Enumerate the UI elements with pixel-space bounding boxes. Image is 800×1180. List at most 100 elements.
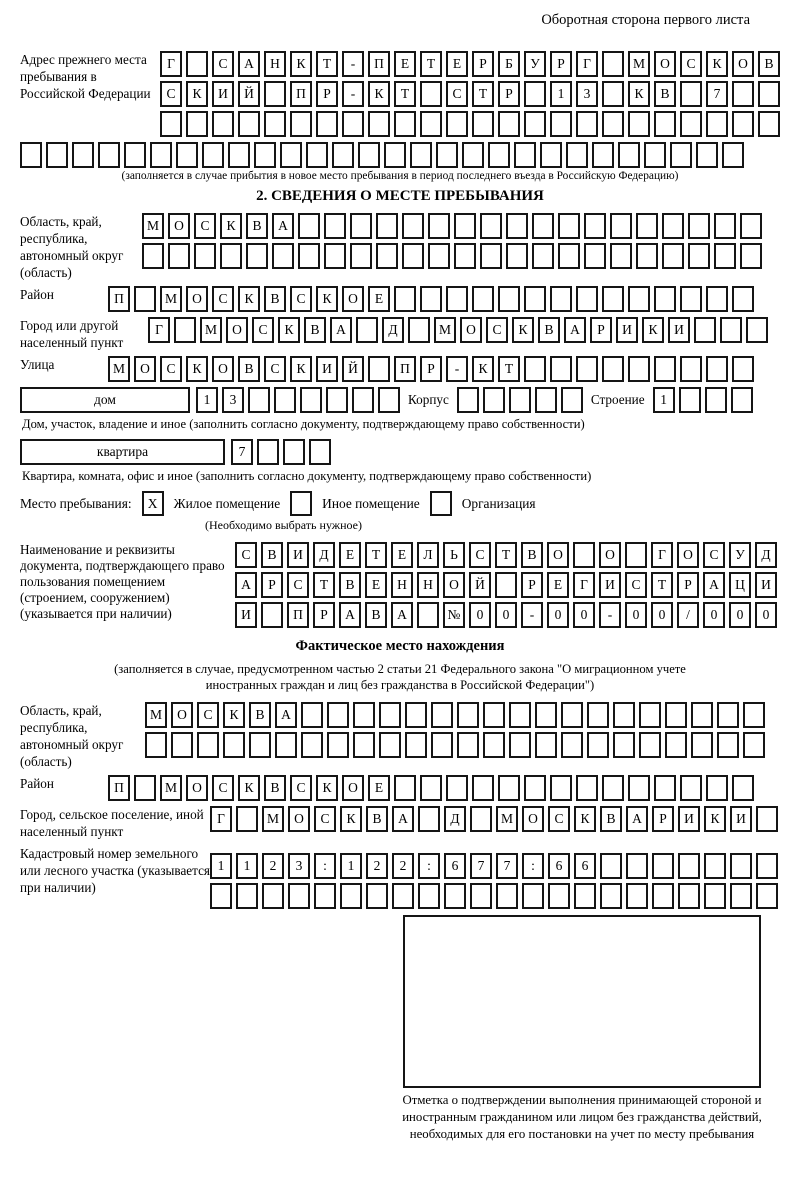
char-box[interactable] bbox=[706, 111, 728, 137]
char-box[interactable] bbox=[262, 882, 284, 909]
char-box[interactable]: М bbox=[160, 286, 182, 312]
char-box[interactable]: В bbox=[264, 286, 286, 312]
char-box[interactable]: К bbox=[238, 286, 260, 312]
char-box[interactable] bbox=[680, 81, 702, 107]
char-box[interactable]: Е bbox=[394, 51, 416, 77]
char-box[interactable]: М bbox=[145, 701, 167, 728]
char-box[interactable] bbox=[496, 882, 518, 909]
char-box[interactable]: О bbox=[522, 805, 544, 832]
char-box[interactable] bbox=[420, 286, 442, 312]
char-box[interactable]: В bbox=[366, 805, 388, 832]
char-box[interactable] bbox=[358, 142, 380, 168]
char-box[interactable] bbox=[327, 731, 349, 758]
char-box[interactable]: С bbox=[446, 81, 468, 107]
char-box[interactable] bbox=[743, 731, 765, 758]
char-box[interactable] bbox=[309, 439, 331, 465]
char-box[interactable]: : bbox=[418, 852, 440, 879]
char-box[interactable]: В bbox=[264, 774, 286, 801]
char-box[interactable] bbox=[665, 701, 687, 728]
char-box[interactable]: Г bbox=[210, 805, 232, 832]
char-box[interactable] bbox=[694, 317, 716, 343]
char-box[interactable] bbox=[688, 243, 710, 269]
char-box[interactable] bbox=[352, 387, 374, 413]
char-box[interactable] bbox=[756, 805, 778, 832]
char-box[interactable]: Р bbox=[677, 572, 699, 598]
char-box[interactable]: А bbox=[238, 51, 260, 77]
char-box[interactable] bbox=[506, 243, 528, 269]
checkbox-other-premises[interactable] bbox=[290, 491, 313, 516]
char-box[interactable]: 0 bbox=[755, 602, 777, 628]
char-box[interactable] bbox=[488, 142, 510, 168]
char-box[interactable]: Т bbox=[365, 542, 387, 568]
char-box[interactable]: 1 bbox=[236, 852, 258, 879]
char-box[interactable] bbox=[324, 243, 346, 269]
char-box[interactable] bbox=[561, 731, 583, 758]
char-box[interactable] bbox=[540, 142, 562, 168]
char-box[interactable]: И bbox=[668, 317, 690, 343]
char-box[interactable]: К bbox=[290, 356, 312, 382]
char-box[interactable] bbox=[636, 213, 658, 239]
char-box[interactable] bbox=[720, 317, 742, 343]
char-box[interactable]: О bbox=[732, 51, 754, 77]
char-box[interactable]: К bbox=[316, 286, 338, 312]
char-box[interactable] bbox=[506, 213, 528, 239]
char-box[interactable] bbox=[482, 387, 505, 413]
char-box[interactable] bbox=[584, 243, 606, 269]
char-box[interactable] bbox=[628, 356, 650, 382]
char-box[interactable] bbox=[431, 701, 453, 728]
char-box[interactable] bbox=[264, 111, 286, 137]
char-box[interactable] bbox=[688, 213, 710, 239]
char-box[interactable] bbox=[457, 701, 479, 728]
char-box[interactable] bbox=[272, 243, 294, 269]
char-box[interactable]: В bbox=[600, 805, 622, 832]
char-box[interactable] bbox=[592, 142, 614, 168]
char-box[interactable]: О bbox=[342, 286, 364, 312]
char-box[interactable]: Р bbox=[313, 602, 335, 628]
char-box[interactable] bbox=[644, 142, 666, 168]
char-box[interactable] bbox=[746, 317, 768, 343]
char-box[interactable] bbox=[405, 701, 427, 728]
char-box[interactable]: И bbox=[599, 572, 621, 598]
char-box[interactable] bbox=[732, 774, 754, 801]
char-box[interactable]: С bbox=[680, 51, 702, 77]
char-box[interactable]: Д bbox=[444, 805, 466, 832]
char-box[interactable]: С bbox=[264, 356, 286, 382]
char-box[interactable]: 7 bbox=[706, 81, 728, 107]
char-box[interactable] bbox=[249, 731, 271, 758]
char-box[interactable] bbox=[524, 111, 546, 137]
char-box[interactable] bbox=[628, 774, 650, 801]
char-box[interactable]: : bbox=[522, 852, 544, 879]
char-box[interactable] bbox=[417, 602, 439, 628]
char-box[interactable] bbox=[274, 387, 296, 413]
char-box[interactable]: О bbox=[288, 805, 310, 832]
char-box[interactable]: П bbox=[290, 81, 312, 107]
char-box[interactable] bbox=[254, 142, 276, 168]
char-box[interactable]: 0 bbox=[625, 602, 647, 628]
char-box[interactable] bbox=[691, 731, 713, 758]
char-box[interactable] bbox=[509, 701, 531, 728]
char-box[interactable] bbox=[470, 882, 492, 909]
char-box[interactable]: М bbox=[200, 317, 222, 343]
char-box[interactable] bbox=[706, 286, 728, 312]
char-box[interactable] bbox=[306, 142, 328, 168]
char-box[interactable]: С bbox=[290, 286, 312, 312]
char-box[interactable] bbox=[498, 286, 520, 312]
char-box[interactable]: О bbox=[226, 317, 248, 343]
char-box[interactable]: П bbox=[108, 286, 130, 312]
char-box[interactable]: Е bbox=[368, 774, 390, 801]
char-box[interactable] bbox=[124, 142, 146, 168]
char-box[interactable] bbox=[670, 142, 692, 168]
char-box[interactable]: Р bbox=[652, 805, 674, 832]
char-box[interactable] bbox=[168, 243, 190, 269]
char-box[interactable]: 2 bbox=[366, 852, 388, 879]
char-box[interactable]: Е bbox=[547, 572, 569, 598]
char-box[interactable]: - bbox=[342, 81, 364, 107]
char-box[interactable] bbox=[384, 142, 406, 168]
char-box[interactable]: К bbox=[340, 805, 362, 832]
char-box[interactable] bbox=[298, 213, 320, 239]
char-box[interactable] bbox=[600, 852, 622, 879]
char-box[interactable] bbox=[730, 387, 753, 413]
char-box[interactable]: О bbox=[171, 701, 193, 728]
char-box[interactable] bbox=[652, 852, 674, 879]
char-box[interactable] bbox=[480, 213, 502, 239]
